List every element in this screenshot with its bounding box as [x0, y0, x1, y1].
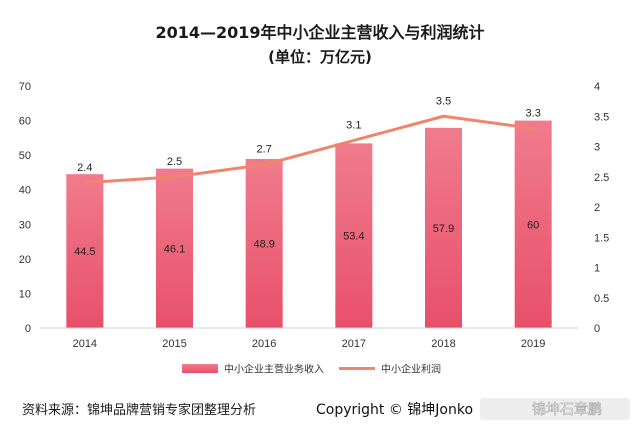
chart-subtitle: (单位：万亿元) [268, 48, 372, 66]
left-tick-label: 10 [19, 288, 31, 300]
x-axis: 2014 2015 2016 2017 2018 2019 [40, 327, 578, 350]
legend-bar-swatch [182, 364, 218, 373]
x-tick-label: 2019 [521, 338, 545, 350]
left-tick-label: 0 [25, 323, 31, 335]
legend-line-label: 中小企业利润 [381, 363, 441, 376]
left-tick-label: 70 [19, 81, 31, 93]
bar-value-label: 57.9 [433, 223, 454, 235]
left-tick-label: 50 [19, 150, 31, 162]
bar-value-label: 44.5 [74, 246, 95, 258]
left-tick-label: 40 [19, 185, 31, 197]
right-tick-label: 1.5 [594, 232, 609, 244]
line-value-label: 2.7 [257, 144, 272, 156]
line-value-label: 2.4 [77, 162, 92, 174]
right-tick-label: 0.5 [594, 293, 609, 305]
x-tick-label: 2015 [162, 338, 186, 350]
right-tick-label: 3.5 [594, 111, 609, 123]
bar [66, 174, 104, 328]
bar [156, 168, 193, 328]
left-tick-label: 30 [19, 219, 31, 231]
profit-line [83, 114, 535, 185]
line-value-label: 3.5 [436, 95, 451, 107]
bar-series: 44.5 46.1 48.9 53.4 57.9 60 [66, 120, 552, 329]
line-value-label: 2.5 [167, 156, 182, 168]
bar-value-label: 46.1 [164, 243, 185, 255]
legend: 中小企业主营业务收入 中小企业利润 [182, 363, 441, 376]
bar-value-label: 48.9 [253, 238, 274, 250]
bar [425, 127, 462, 329]
bar-value-label: 53.4 [343, 231, 364, 243]
bar-value-label: 60 [527, 219, 539, 231]
bar [514, 120, 552, 328]
x-tick-label: 2017 [342, 338, 366, 350]
line-value-label: 3.3 [526, 107, 541, 119]
line-value-label: 3.1 [346, 119, 361, 131]
right-tick-label: 1 [594, 263, 600, 275]
bar [335, 143, 373, 328]
x-tick-label: 2014 [73, 338, 97, 350]
right-y-axis: 0 0.5 1 1.5 2 2.5 3 3.5 4 [594, 81, 609, 335]
source-note: 资料来源：锦坤品牌营销专家团整理分析 [22, 402, 256, 418]
right-tick-label: 2.5 [594, 172, 609, 184]
watermark-backdrop [480, 398, 630, 420]
watermark: 锦坤石章鹏 [480, 398, 630, 420]
right-tick-label: 4 [594, 81, 600, 93]
line-series: 2.4 2.5 2.7 3.1 3.5 3.3 [77, 95, 541, 185]
bar [245, 158, 283, 328]
chart-title: 2014—2019年中小企业主营收入与利润统计 [155, 23, 484, 42]
x-tick-label: 2016 [252, 338, 276, 350]
right-tick-label: 3 [594, 142, 600, 154]
x-tick-label: 2018 [431, 338, 455, 350]
watermark-text: 锦坤石章鹏 [532, 401, 602, 418]
left-tick-label: 20 [19, 254, 31, 266]
left-tick-label: 60 [19, 116, 31, 128]
right-tick-label: 0 [594, 323, 600, 335]
legend-bar-label: 中小企业主营业务收入 [224, 363, 324, 376]
right-tick-label: 2 [594, 202, 600, 214]
left-y-axis: 0 10 20 30 40 50 60 70 [19, 81, 31, 335]
copyright-note: Copyright © 锦坤Jonko [316, 401, 473, 418]
